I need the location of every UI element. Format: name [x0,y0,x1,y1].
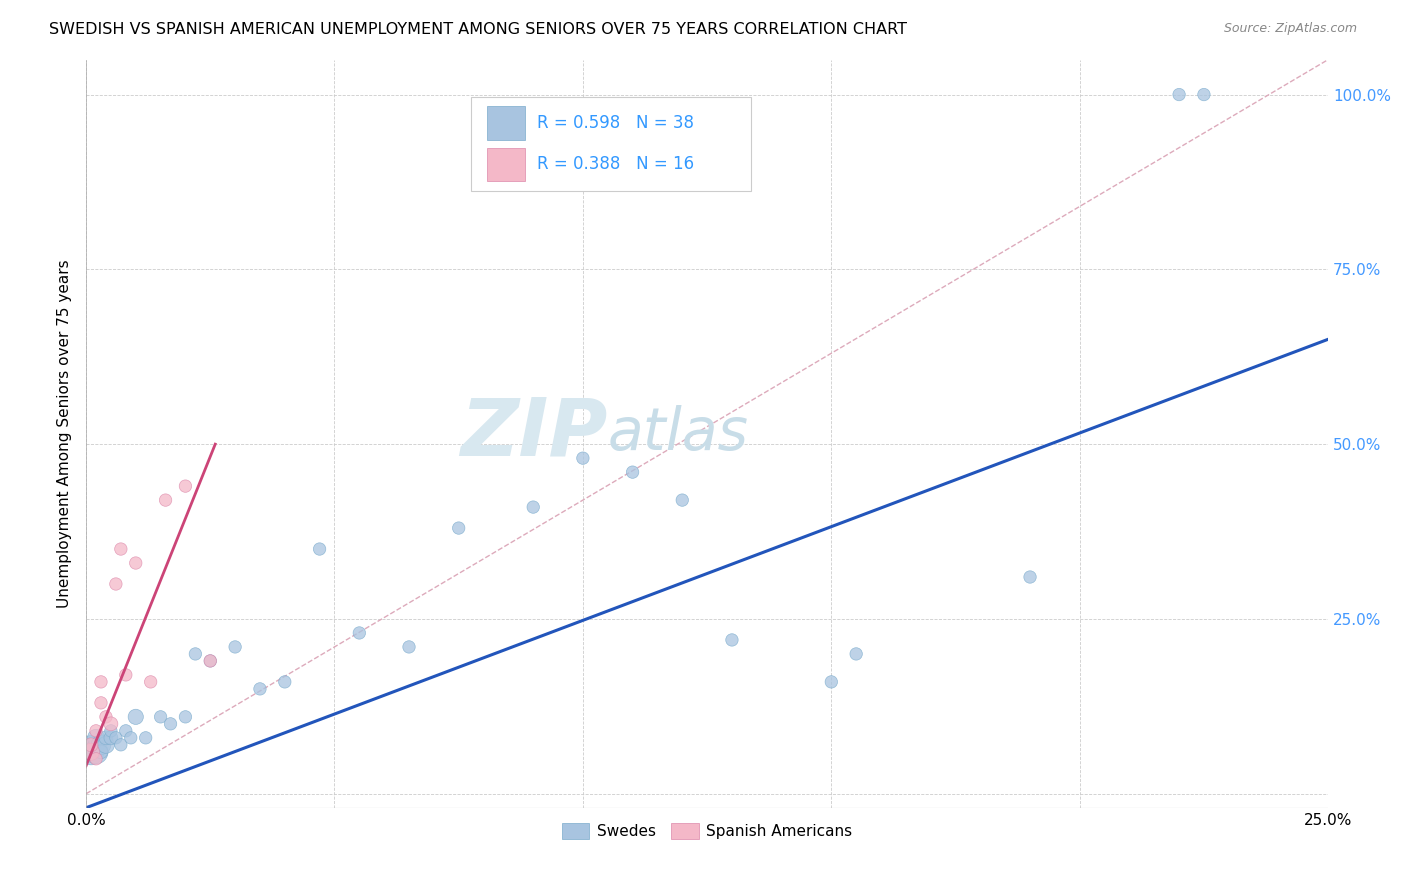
Point [249,681,271,696]
Point [114,723,136,738]
Point [621,465,644,479]
Point [100,723,122,738]
Point [84,745,107,759]
Point [100,731,122,745]
Text: Source: ZipAtlas.com: Source: ZipAtlas.com [1223,22,1357,36]
Point [820,674,842,689]
Point [155,493,177,508]
Point [224,640,246,654]
Point [84,723,107,738]
Point [572,451,595,466]
Point [149,710,172,724]
Point [84,752,107,766]
Point [349,626,371,640]
Point [1019,570,1042,584]
Text: SWEDISH VS SPANISH AMERICAN UNEMPLOYMENT AMONG SENIORS OVER 75 YEARS CORRELATION: SWEDISH VS SPANISH AMERICAN UNEMPLOYMENT… [49,22,907,37]
Point [94,738,117,752]
Point [114,668,136,682]
Point [104,731,127,745]
Point [94,710,117,724]
Point [110,738,132,752]
Point [135,731,157,745]
Point [174,710,197,724]
Point [90,745,112,759]
Point [159,716,181,731]
Point [80,745,103,759]
FancyBboxPatch shape [488,106,524,140]
Point [80,738,103,752]
FancyBboxPatch shape [471,97,751,191]
Point [90,738,112,752]
Point [110,542,132,557]
Text: R = 0.388   N = 16: R = 0.388 N = 16 [537,155,695,173]
Point [1168,87,1191,102]
Text: atlas: atlas [607,405,749,462]
Point [200,654,222,668]
Y-axis label: Unemployment Among Seniors over 75 years: Unemployment Among Seniors over 75 years [58,260,72,608]
Point [125,556,148,570]
Point [100,716,122,731]
Point [522,500,544,514]
Point [721,632,744,647]
Point [174,479,197,493]
FancyBboxPatch shape [488,147,524,181]
Point [308,542,330,557]
Text: R = 0.598   N = 38: R = 0.598 N = 38 [537,114,695,132]
Point [447,521,470,535]
Point [80,745,103,759]
Point [671,493,693,508]
Point [90,674,112,689]
Point [845,647,868,661]
Point [90,696,112,710]
Point [120,731,142,745]
Point [94,731,117,745]
Point [274,674,297,689]
Point [84,731,107,745]
Text: ZIP: ZIP [460,394,607,473]
Point [1192,87,1215,102]
Point [200,654,222,668]
Point [398,640,420,654]
Point [184,647,207,661]
Point [139,674,162,689]
Point [104,577,127,591]
Point [125,710,148,724]
Legend: Swedes, Spanish Americans: Swedes, Spanish Americans [555,817,859,845]
Point [80,738,103,752]
